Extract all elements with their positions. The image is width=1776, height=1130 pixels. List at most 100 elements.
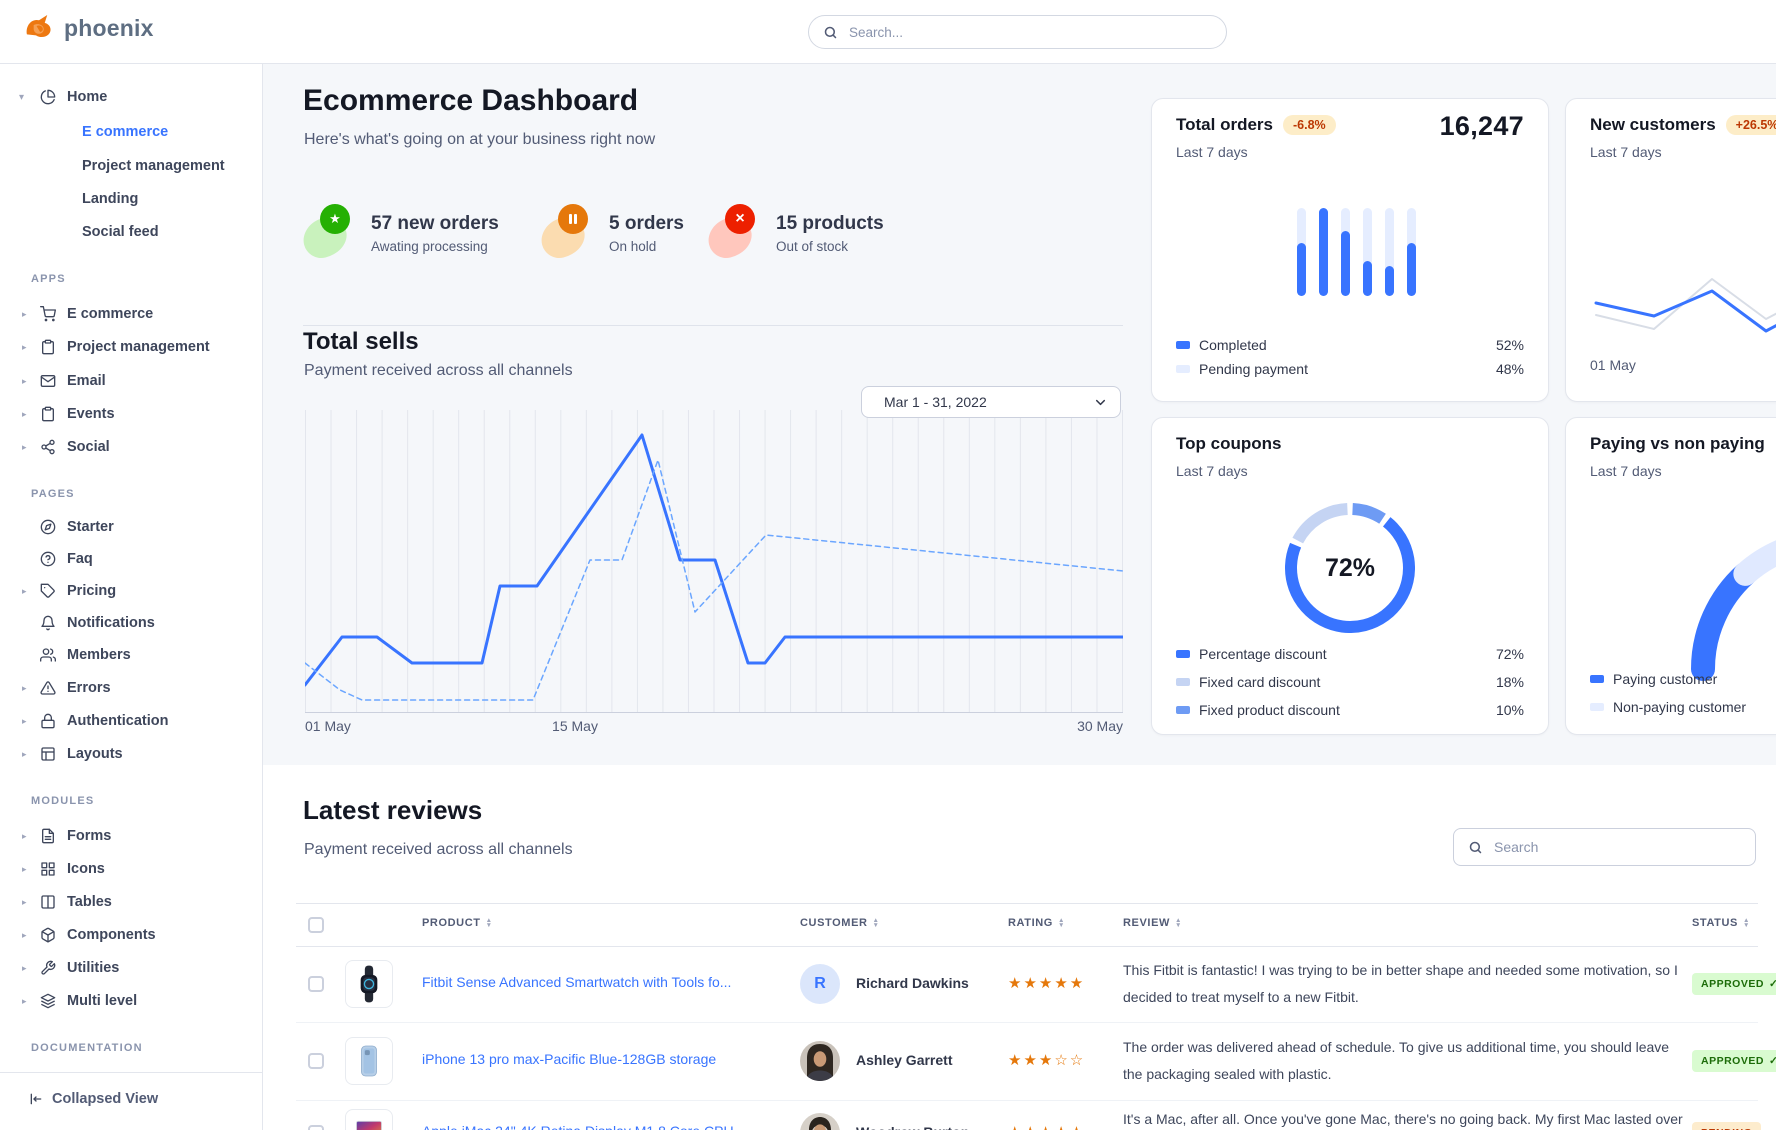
sidebar-item-label: Starter bbox=[67, 519, 114, 535]
new-customers-card: New customers +26.5% Last 7 days 01 May bbox=[1565, 98, 1776, 402]
product-link[interactable]: iPhone 13 pro max-Pacific Blue-128GB sto… bbox=[422, 1051, 717, 1067]
sidebar-item-label: Forms bbox=[67, 828, 112, 844]
stat-orders-on-hold: 5 orders On hold bbox=[536, 203, 684, 262]
legend-value: 48% bbox=[1495, 361, 1524, 377]
sidebar-item-authentication[interactable]: ▸ Authentication bbox=[0, 707, 262, 735]
search-icon bbox=[823, 25, 838, 40]
rating-stars: ★★★★★ bbox=[1008, 1123, 1085, 1130]
sidebar-item-ecommerce-app[interactable]: ▸ E commerce bbox=[0, 300, 262, 328]
sidebar-item-starter[interactable]: Starter bbox=[0, 513, 262, 541]
sidebar-item-social-feed[interactable]: Social feed bbox=[0, 218, 262, 246]
column-header-customer[interactable]: CUSTOMER ▲ ▼ bbox=[800, 917, 880, 929]
review-text: This Fitbit is fantastic! I was trying t… bbox=[1123, 962, 1678, 1005]
sidebar-item-layouts[interactable]: ▸ Layouts bbox=[0, 740, 262, 768]
product-image-imac[interactable] bbox=[345, 1109, 393, 1130]
product-link[interactable]: Apple iMac 24" 4K Retina Display M1 8 Co… bbox=[422, 1123, 745, 1130]
sort-icon: ▲ ▼ bbox=[872, 917, 880, 929]
reviews-search-input[interactable] bbox=[1492, 838, 1741, 856]
sidebar-item-label: E commerce bbox=[67, 306, 154, 322]
sidebar-item-notifications[interactable]: Notifications bbox=[0, 609, 262, 637]
chevron-right-icon: ▸ bbox=[22, 863, 27, 874]
sidebar-item-events[interactable]: ▸ Events bbox=[0, 400, 262, 428]
sidebar-item-ecommerce-home[interactable]: E commerce bbox=[0, 118, 262, 146]
sidebar-heading-documentation: DOCUMENTATION bbox=[31, 1042, 143, 1054]
sidebar-item-icons[interactable]: ▸ Icons bbox=[0, 855, 262, 883]
box-icon bbox=[40, 927, 56, 943]
total-orders-card: Total orders -6.8% Last 7 days 16,247 Co… bbox=[1151, 98, 1549, 402]
sidebar-item-label: Social bbox=[67, 439, 110, 455]
sidebar-item-label: Utilities bbox=[67, 960, 120, 976]
card-period: Last 7 days bbox=[1590, 463, 1662, 479]
column-header-review[interactable]: REVIEW ▲ ▼ bbox=[1123, 917, 1183, 929]
rating-stars: ★★★★★ bbox=[1008, 975, 1086, 992]
sidebar-item-utilities[interactable]: ▸ Utilities bbox=[0, 954, 262, 982]
stat-value: 5 orders bbox=[609, 213, 684, 234]
sidebar-item-errors[interactable]: ▸ Errors bbox=[0, 674, 262, 702]
legend-label: Completed bbox=[1199, 337, 1267, 353]
card-period: Last 7 days bbox=[1176, 144, 1248, 160]
sidebar-item-components[interactable]: ▸ Components bbox=[0, 921, 262, 949]
sidebar-item-social[interactable]: ▸ Social bbox=[0, 433, 262, 461]
legend-swatch bbox=[1176, 341, 1190, 349]
sidebar-item-email[interactable]: ▸ Email bbox=[0, 367, 262, 395]
sidebar-item-faq[interactable]: Faq bbox=[0, 545, 262, 573]
star-icon: ★ bbox=[329, 211, 341, 226]
clipboard-icon bbox=[40, 406, 56, 422]
review-text: It's a Mac, after all. Once you've gone … bbox=[1123, 1111, 1683, 1127]
collapse-sidebar-button[interactable]: Collapsed View bbox=[0, 1085, 262, 1113]
sidebar-item-label: Faq bbox=[67, 551, 93, 567]
sidebar-item-project-management-app[interactable]: ▸ Project management bbox=[0, 333, 262, 361]
sidebar-item-label: Members bbox=[67, 647, 131, 663]
global-search-input[interactable] bbox=[847, 23, 1212, 41]
rating-stars: ★★★☆☆ bbox=[1008, 1052, 1086, 1069]
avatar bbox=[800, 1041, 840, 1081]
sidebar-item-label: Notifications bbox=[67, 615, 155, 631]
legend-swatch bbox=[1176, 706, 1190, 714]
column-header-product[interactable]: PRODUCT ▲ ▼ bbox=[422, 917, 493, 929]
status-badge: APPROVED ✓ bbox=[1692, 973, 1776, 995]
sidebar-item-forms[interactable]: ▸ Forms bbox=[0, 822, 262, 850]
legend-label: Paying customer bbox=[1613, 671, 1718, 687]
sidebar-item-label: Landing bbox=[82, 191, 139, 207]
layout-icon bbox=[40, 746, 56, 762]
legend-label: Fixed card discount bbox=[1199, 674, 1321, 690]
x-axis-label: 01 May bbox=[305, 718, 351, 734]
total-sells-heading: Total sells bbox=[303, 328, 419, 355]
brand-name: phoenix bbox=[64, 15, 154, 41]
product-link[interactable]: Fitbit Sense Advanced Smartwatch with To… bbox=[422, 974, 732, 990]
sidebar-item-home[interactable]: ▾ Home bbox=[0, 83, 262, 111]
legend-swatch bbox=[1590, 675, 1604, 683]
legend-item: Pending payment 48% bbox=[1176, 361, 1524, 377]
column-header-rating[interactable]: RATING ▲ ▼ bbox=[1008, 917, 1065, 929]
chevron-right-icon: ▸ bbox=[22, 748, 27, 759]
row-checkbox[interactable] bbox=[308, 1125, 324, 1130]
sidebar-item-project-management-home[interactable]: Project management bbox=[0, 152, 262, 180]
sidebar-item-label: Social feed bbox=[82, 224, 159, 240]
select-all-checkbox[interactable] bbox=[308, 917, 324, 933]
sidebar-item-tables[interactable]: ▸ Tables bbox=[0, 888, 262, 916]
chevron-right-icon: ▸ bbox=[22, 341, 27, 352]
product-image-smartwatch[interactable] bbox=[345, 960, 393, 1008]
card-title: Top coupons bbox=[1176, 434, 1282, 453]
brand-logo[interactable]: phoenix bbox=[24, 13, 154, 44]
sort-icon: ▲ ▼ bbox=[1057, 917, 1065, 929]
review-text: The order was delivered ahead of schedul… bbox=[1123, 1039, 1670, 1082]
file-text-icon bbox=[40, 828, 56, 844]
sidebar-item-multi-level[interactable]: ▸ Multi level bbox=[0, 987, 262, 1015]
column-header-status[interactable]: STATUS ▲ ▼ bbox=[1692, 917, 1751, 929]
sidebar-item-members[interactable]: Members bbox=[0, 641, 262, 669]
chevron-right-icon: ▸ bbox=[22, 962, 27, 973]
help-circle-icon bbox=[40, 551, 56, 567]
date-range-select[interactable]: Mar 1 - 31, 2022 bbox=[861, 386, 1121, 418]
row-checkbox[interactable] bbox=[308, 1053, 324, 1069]
latest-reviews-section: Latest reviews Payment received across a… bbox=[263, 765, 1776, 1130]
table-row: iPhone 13 pro max-Pacific Blue-128GB sto… bbox=[296, 1023, 1776, 1101]
on-hold-pause-icon bbox=[536, 203, 599, 262]
sidebar-item-label: E commerce bbox=[82, 124, 169, 140]
sidebar-item-pricing[interactable]: ▸ Pricing bbox=[0, 577, 262, 605]
sidebar-item-landing[interactable]: Landing bbox=[0, 185, 262, 213]
row-checkbox[interactable] bbox=[308, 976, 324, 992]
reviews-table: PRODUCT ▲ ▼ CUSTOMER ▲ ▼ RATING ▲ ▼ REVIEW ▲ ▼ S… bbox=[296, 903, 1776, 1130]
product-image-iphone[interactable] bbox=[345, 1037, 393, 1085]
legend-swatch bbox=[1176, 650, 1190, 658]
